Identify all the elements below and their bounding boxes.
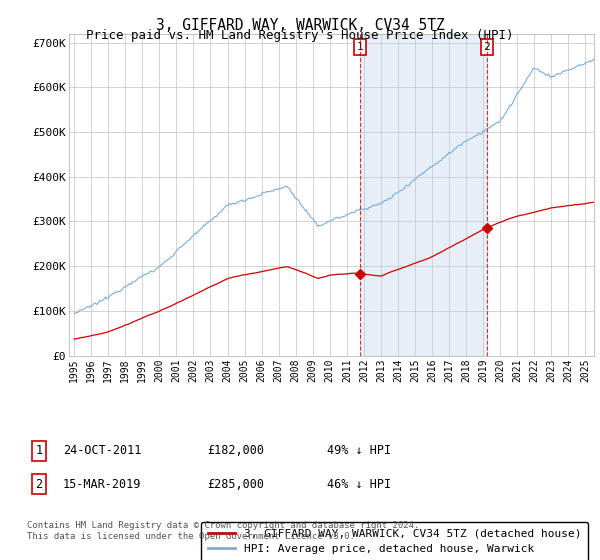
Text: 2: 2 [484,42,490,52]
Text: Contains HM Land Registry data © Crown copyright and database right 2024.
This d: Contains HM Land Registry data © Crown c… [27,521,419,540]
Text: £182,000: £182,000 [207,444,264,458]
Text: 49% ↓ HPI: 49% ↓ HPI [327,444,391,458]
Text: 3, GIFFARD WAY, WARWICK, CV34 5TZ: 3, GIFFARD WAY, WARWICK, CV34 5TZ [155,18,445,34]
Text: 2: 2 [35,478,43,491]
Text: 15-MAR-2019: 15-MAR-2019 [63,478,142,491]
Text: 24-OCT-2011: 24-OCT-2011 [63,444,142,458]
Bar [361,34,487,356]
Text: 1: 1 [35,444,43,458]
Text: 1: 1 [357,42,364,52]
Text: 46% ↓ HPI: 46% ↓ HPI [327,478,391,491]
Text: Price paid vs. HM Land Registry's House Price Index (HPI): Price paid vs. HM Land Registry's House … [86,29,514,42]
Legend: 3, GIFFARD WAY, WARWICK, CV34 5TZ (detached house), HPI: Average price, detached: 3, GIFFARD WAY, WARWICK, CV34 5TZ (detac… [201,522,589,560]
Text: £285,000: £285,000 [207,478,264,491]
